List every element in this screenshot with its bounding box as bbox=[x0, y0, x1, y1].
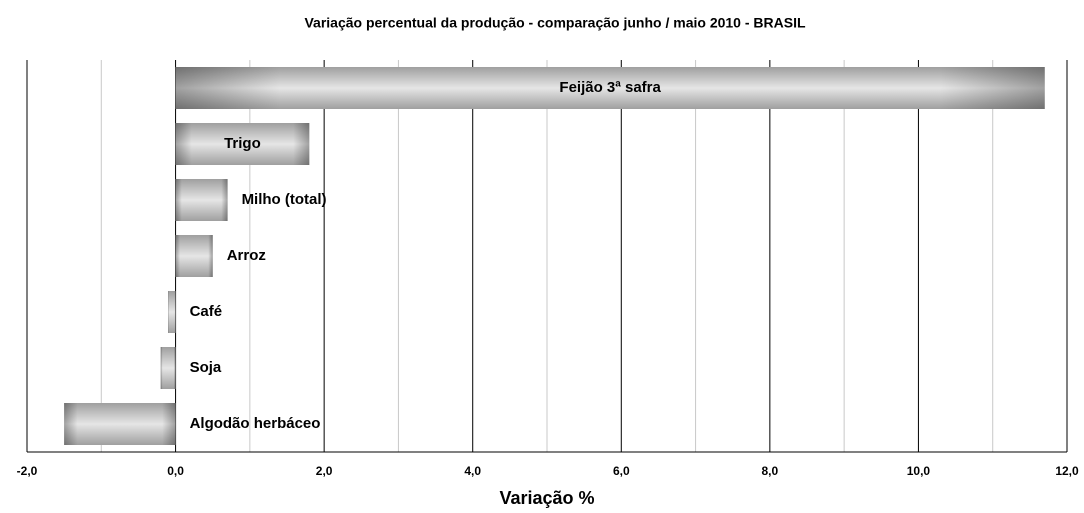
chart-title: Variação percentual da produção - compar… bbox=[304, 15, 805, 31]
x-tick-label: 0,0 bbox=[167, 464, 184, 478]
bar-edge bbox=[175, 235, 213, 277]
x-tick-label: 4,0 bbox=[464, 464, 481, 478]
category-label: Trigo bbox=[224, 135, 261, 152]
x-tick-label: 2,0 bbox=[316, 464, 333, 478]
bar-edge bbox=[175, 123, 310, 165]
x-tick-label: 12,0 bbox=[1055, 464, 1079, 478]
bar-edge bbox=[175, 67, 1045, 109]
category-label: Feijão 3ª safra bbox=[559, 79, 661, 96]
bar-edge bbox=[168, 291, 176, 333]
category-label: Milho (total) bbox=[242, 191, 327, 208]
bar-edge bbox=[64, 403, 176, 445]
category-label: Arroz bbox=[227, 247, 266, 264]
x-axis-title: Variação % bbox=[499, 488, 594, 508]
x-tick-label: 8,0 bbox=[762, 464, 779, 478]
x-tick-label: -2,0 bbox=[17, 464, 38, 478]
category-label: Soja bbox=[190, 359, 222, 376]
category-label: Algodão herbáceo bbox=[190, 415, 321, 432]
x-tick-label: 6,0 bbox=[613, 464, 630, 478]
bar-edge bbox=[160, 347, 176, 389]
category-label: Café bbox=[190, 303, 223, 320]
x-tick-label: 10,0 bbox=[907, 464, 931, 478]
bar-edge bbox=[175, 179, 228, 221]
